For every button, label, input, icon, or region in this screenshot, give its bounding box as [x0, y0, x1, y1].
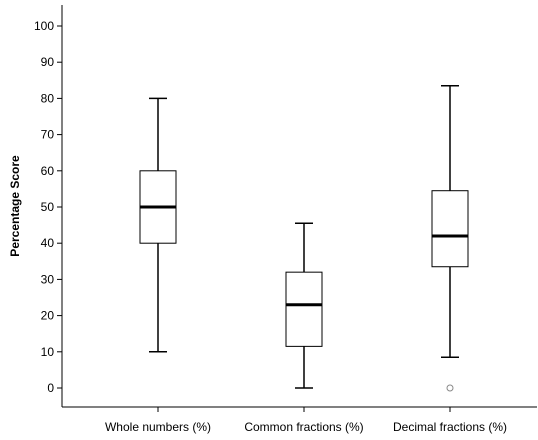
axes: 0 10 20 30 40 50 60 70 80 90 100 Whole numbers (%) C…: [34, 5, 537, 434]
y-tick-label: 40: [41, 236, 55, 250]
y-tick-label: 10: [41, 345, 55, 359]
x-category-label: Common fractions (%): [244, 420, 363, 434]
plot-marks: [139, 84, 469, 392]
y-tick-label: 100: [34, 19, 54, 33]
y-tick-label: 90: [41, 55, 55, 69]
y-tick-label: 30: [41, 272, 55, 286]
y-tick-label: 20: [41, 309, 55, 323]
y-tick-label: 50: [41, 200, 55, 214]
box-3: [431, 84, 469, 392]
outlier-point: [446, 384, 454, 392]
y-tick-label: 60: [41, 164, 55, 178]
box-2: [285, 222, 323, 389]
y-axis-title: Percentage Score: [8, 155, 22, 257]
y-tick-label: 0: [47, 381, 54, 395]
y-tick-label: 70: [41, 128, 55, 142]
iqr-box: [431, 190, 469, 268]
x-category-label: Decimal fractions (%): [393, 420, 507, 434]
x-category-label: Whole numbers (%): [105, 420, 211, 434]
iqr-box: [285, 271, 323, 347]
y-tick-label: 80: [41, 91, 55, 105]
box-1: [139, 97, 177, 353]
